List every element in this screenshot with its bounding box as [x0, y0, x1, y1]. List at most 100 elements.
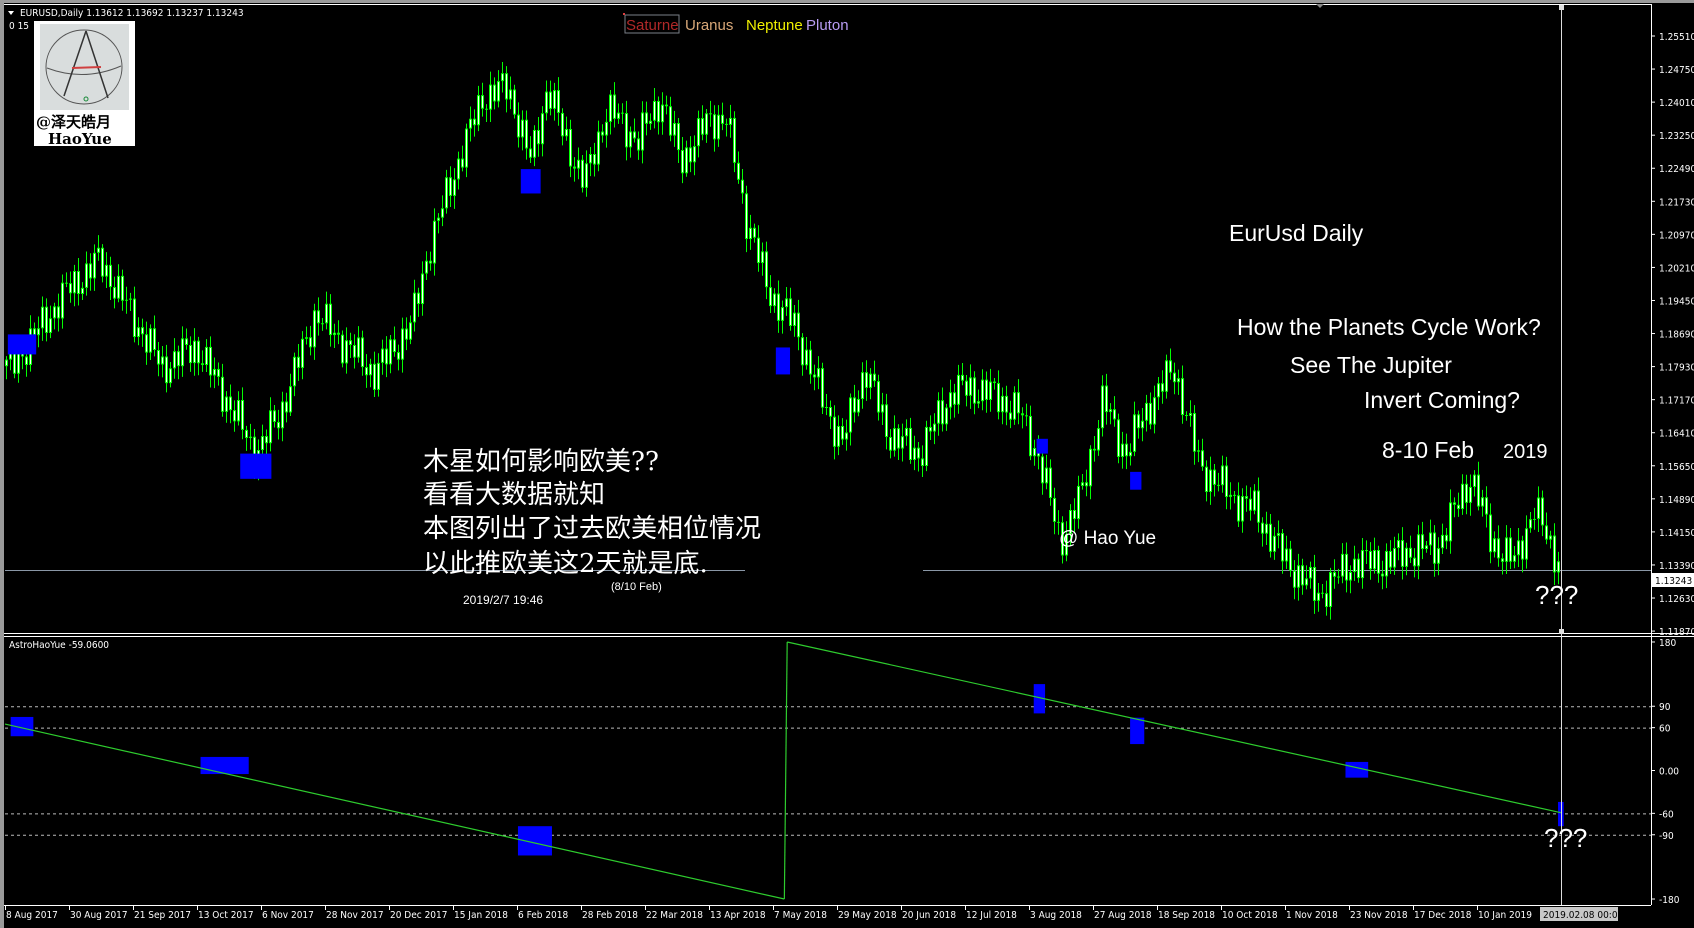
candle-body-fill: [1286, 549, 1287, 561]
candle-body-fill: [1066, 535, 1067, 555]
candle-body-fill: [234, 411, 235, 421]
candle-body-fill: [1446, 535, 1447, 541]
candle: [1217, 472, 1220, 492]
candle: [893, 415, 896, 457]
legend-saturne[interactable]: Saturne: [626, 17, 679, 34]
candle-body-fill: [1146, 403, 1147, 420]
candle-body: [1365, 550, 1368, 552]
candle: [817, 356, 820, 390]
candle-body-fill: [294, 357, 295, 386]
legend-neptune[interactable]: Neptune: [746, 17, 803, 34]
candle-body-fill: [1506, 538, 1507, 561]
candle: [297, 343, 300, 381]
candle-body-fill: [470, 119, 471, 128]
candle-body-fill: [182, 339, 183, 366]
candle-body-fill: [1386, 551, 1387, 576]
candle-body-fill: [446, 178, 447, 208]
candle: [457, 151, 460, 190]
candle: [177, 345, 180, 380]
candle: [809, 340, 812, 384]
candle: [393, 326, 396, 357]
candle: [1401, 527, 1404, 580]
candle-body: [1185, 415, 1188, 417]
candle: [397, 344, 400, 371]
candle: [1309, 561, 1312, 589]
candle: [1317, 582, 1320, 612]
scroll-marker-icon[interactable]: [1316, 4, 1324, 8]
candle: [857, 390, 860, 417]
candle-body-fill: [390, 340, 391, 364]
candle: [1061, 516, 1064, 564]
candle: [349, 332, 352, 359]
candle-body-fill: [14, 349, 15, 373]
candle: [1477, 461, 1480, 511]
indicator-label: AstroHaoYue -59.0600: [9, 640, 109, 651]
candle-body-fill: [386, 349, 387, 364]
candle: [1133, 401, 1136, 457]
candle: [1225, 456, 1228, 510]
candle-body-fill: [1554, 536, 1555, 572]
crosshair-bottom-handle[interactable]: [1559, 629, 1564, 634]
candle-body-fill: [1162, 384, 1163, 391]
candle: [557, 77, 560, 126]
candle-body-fill: [854, 398, 855, 412]
candle: [1549, 530, 1552, 549]
candle-body-fill: [594, 155, 595, 164]
collapse-triangle-icon[interactable]: [8, 11, 14, 15]
candle: [1525, 515, 1528, 569]
candle: [909, 417, 912, 464]
candle: [161, 345, 164, 378]
candle-body-fill: [418, 293, 419, 304]
candle-body-fill: [310, 338, 311, 347]
time-tick-label: 30 Aug 2017: [70, 910, 128, 921]
candle: [521, 110, 524, 151]
candle: [1157, 377, 1160, 411]
candle: [765, 241, 768, 300]
candle-body-fill: [886, 405, 887, 436]
candle-body-fill: [174, 352, 175, 368]
candle-body-fill: [1006, 396, 1007, 412]
candle-body: [1217, 484, 1220, 486]
candle: [1161, 370, 1164, 404]
candle: [1301, 558, 1304, 595]
candle: [1433, 525, 1436, 577]
candle-body-fill: [1418, 535, 1419, 566]
candle-body-fill: [1318, 593, 1319, 600]
candle: [1277, 520, 1280, 549]
candle-body-fill: [890, 437, 891, 450]
price-tick-label: 1.14890: [1659, 495, 1694, 506]
candle: [705, 108, 708, 143]
candle: [1461, 474, 1464, 515]
candle-body-fill: [614, 95, 615, 118]
candle-body-fill: [106, 265, 107, 276]
time-tick-label: 28 Feb 2018: [582, 910, 638, 921]
candle-body-fill: [74, 271, 75, 293]
annotation-cn-line-4: 以此推欧美这2天就是底.: [423, 549, 708, 579]
legend-pluton[interactable]: Pluton: [806, 17, 849, 34]
candle-body-fill: [974, 378, 975, 403]
candle: [1069, 504, 1072, 546]
candle-body: [321, 323, 324, 325]
candle-body-fill: [58, 307, 59, 318]
candle: [513, 84, 516, 119]
candle: [25, 350, 28, 377]
candle: [117, 264, 120, 303]
candle: [285, 392, 288, 423]
candle: [465, 123, 468, 178]
candle: [533, 125, 536, 167]
crosshair-top-handle[interactable]: [1559, 5, 1564, 10]
candle-body-fill: [1170, 361, 1171, 372]
indicator-tick-label: 90: [1659, 702, 1671, 713]
legend-uranus[interactable]: Uranus: [685, 17, 733, 34]
time-tick-label: 12 Jul 2018: [966, 910, 1017, 921]
logo-text-en: HaoYue: [48, 130, 112, 148]
candle-body-fill: [982, 380, 983, 401]
candle: [649, 113, 652, 130]
candle-body-fill: [610, 95, 611, 121]
candle-body-fill: [558, 91, 559, 112]
candle-body-fill: [378, 363, 379, 389]
candle-body-fill: [706, 114, 707, 134]
candle: [169, 362, 172, 388]
price-tick-label: 1.21730: [1659, 197, 1694, 208]
